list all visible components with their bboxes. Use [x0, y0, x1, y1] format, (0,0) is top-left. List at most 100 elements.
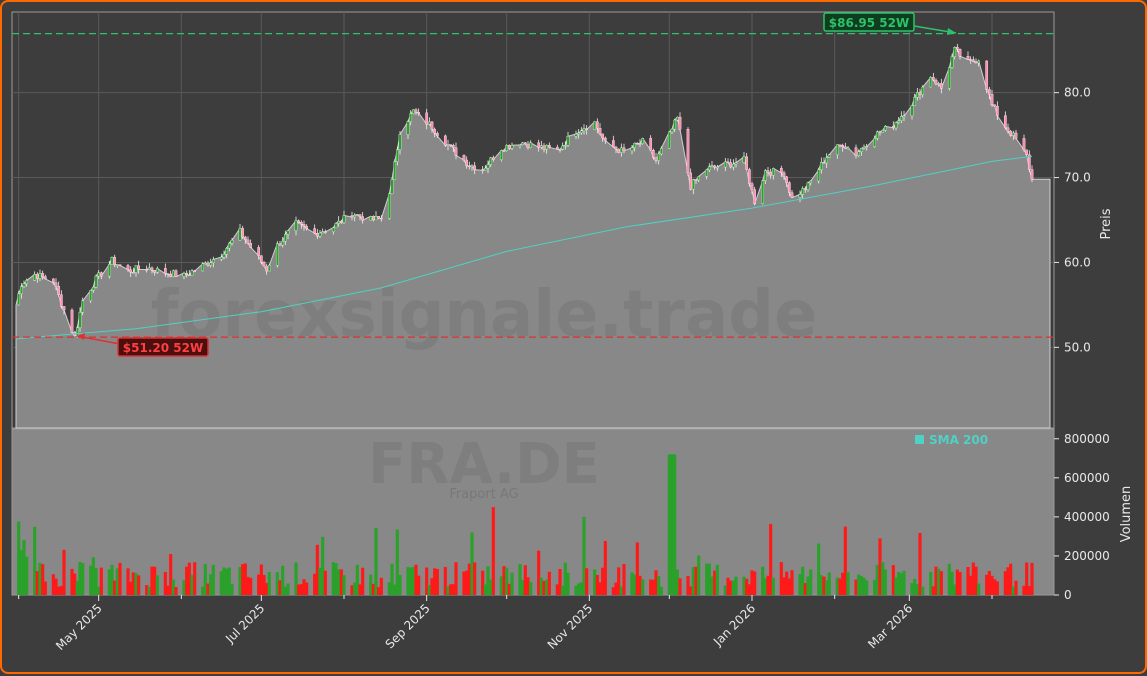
candle-body — [353, 215, 357, 218]
volume-bar — [99, 567, 103, 595]
candle-body — [75, 327, 79, 336]
volume-bar — [131, 572, 135, 595]
candle-body — [318, 232, 322, 237]
volume-bar — [902, 570, 906, 595]
volume-bar — [675, 569, 679, 595]
volume-bar — [934, 566, 938, 595]
candle-body — [897, 120, 901, 123]
candle-body — [390, 179, 394, 194]
candle-body — [337, 220, 341, 224]
volume-bar — [595, 574, 599, 595]
candle-body — [43, 276, 47, 280]
volume-bar — [265, 582, 269, 595]
volume-bar — [1014, 580, 1018, 595]
volume-bar — [985, 574, 989, 595]
volume-bar — [865, 580, 869, 595]
volume-bar — [769, 524, 773, 595]
candle-body — [747, 169, 751, 184]
volume-bar — [54, 578, 58, 595]
candle-body — [387, 193, 391, 219]
volume-bar — [897, 571, 901, 595]
volume-bar — [294, 562, 298, 595]
candle-body — [275, 243, 279, 266]
volume-bar — [601, 567, 605, 595]
volume-bar — [491, 507, 495, 595]
candle-body — [110, 257, 114, 265]
watermark: forexsignale.trade — [151, 278, 818, 352]
candle-body — [57, 286, 61, 295]
volume-bar — [227, 567, 231, 595]
candle-body — [238, 228, 242, 241]
candle-body — [1022, 138, 1026, 151]
volume-bar — [339, 569, 343, 595]
volume-bar — [878, 538, 882, 595]
candle-body — [137, 265, 141, 270]
candle-body — [875, 131, 879, 139]
candle-body — [635, 143, 639, 145]
volume-bar — [817, 543, 821, 595]
volume-bar — [371, 583, 375, 595]
candle-body — [585, 128, 589, 130]
candle-body — [1006, 127, 1010, 132]
price-tick-label: 50.0 — [1064, 340, 1091, 354]
volume-bar — [723, 585, 727, 595]
volume-bar — [822, 576, 826, 595]
volume-bar — [467, 563, 471, 595]
time-tick-label: Jul 2025 — [222, 601, 267, 646]
volume-bar — [433, 568, 437, 595]
candle-body — [190, 270, 194, 276]
volume-bar — [411, 566, 415, 595]
volume-bar — [790, 570, 794, 595]
candle-body — [715, 166, 719, 169]
volume-bar — [390, 563, 394, 595]
volume-bar — [585, 568, 589, 595]
volume-bar — [1027, 586, 1031, 595]
candle-body — [491, 157, 495, 160]
volume-tick-label: 800000 — [1064, 432, 1110, 446]
volume-bar — [537, 550, 541, 595]
candle-body — [958, 49, 962, 57]
volume-bar — [937, 568, 941, 595]
volume-bar — [449, 584, 453, 595]
volume-bar — [635, 542, 639, 595]
candle-body — [603, 137, 607, 141]
candle-body — [566, 136, 570, 146]
candle-body — [574, 133, 578, 137]
volume-bar — [894, 577, 898, 595]
candle-body — [987, 89, 991, 95]
candle-body — [1025, 149, 1029, 155]
candle-body — [435, 133, 439, 137]
ticker-watermark: FRA.DE — [368, 432, 600, 497]
volume-bar — [358, 584, 362, 595]
candle-body — [211, 259, 215, 264]
volume-bar — [398, 575, 402, 595]
candle-body — [355, 214, 359, 216]
candle-body — [595, 121, 599, 129]
candle-body — [790, 192, 794, 198]
volume-bar — [841, 572, 845, 595]
volume-bar — [539, 577, 543, 595]
candle-body — [153, 270, 157, 273]
candle-body — [342, 215, 346, 223]
candle-body — [294, 220, 298, 231]
volume-bar — [753, 571, 757, 595]
candle-body — [657, 153, 661, 161]
candle-body — [483, 167, 487, 171]
candle-body — [977, 60, 981, 64]
volume-bar — [771, 577, 775, 595]
volume-bar — [454, 562, 458, 595]
candle-body — [107, 264, 111, 277]
candle-body — [913, 97, 917, 106]
candle-body — [817, 169, 821, 182]
volume-bar — [1009, 563, 1013, 595]
volume-bar — [225, 568, 229, 595]
candle-body — [486, 164, 490, 169]
volume-bar — [25, 556, 29, 595]
volume-bar — [41, 564, 45, 595]
volume-bar — [1003, 571, 1007, 595]
time-tick-label: Nov 2025 — [545, 601, 596, 652]
candle-body — [257, 247, 261, 256]
candle-body — [990, 94, 994, 105]
candle-body — [883, 126, 887, 131]
candle-body — [523, 142, 527, 145]
